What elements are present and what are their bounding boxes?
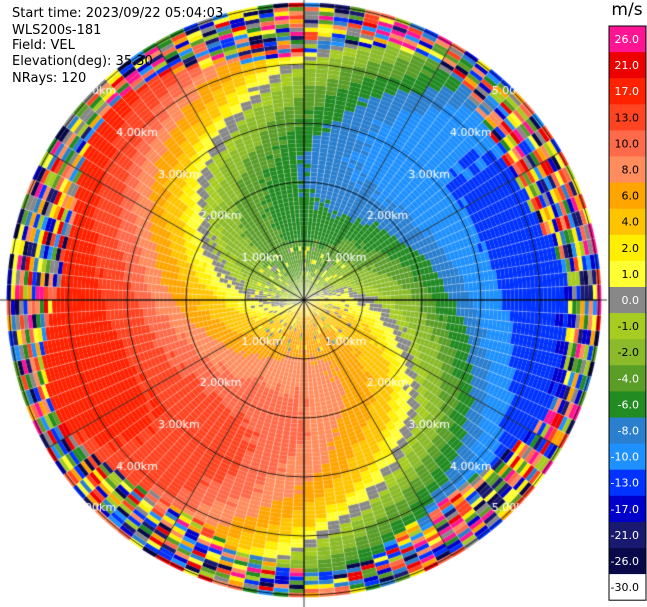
colorbar-tick-label: -6.0	[618, 398, 639, 411]
colorbar-tick-label: 26.0	[615, 33, 640, 46]
colorbar-tick-label: -10.0	[611, 451, 639, 464]
colorbar-tick-label: -4.0	[618, 372, 639, 385]
colorbar-swatch	[609, 234, 646, 262]
colorbar-swatch	[609, 574, 646, 601]
colorbar-tick-label: 21.0	[615, 59, 640, 72]
colorbar-tick-label: 17.0	[615, 85, 640, 98]
colorbar-tick-label: -1.0	[618, 320, 639, 333]
colorbar-tick-label: -21.0	[611, 529, 639, 542]
colorbar-swatch	[609, 52, 646, 79]
colorbar-border	[608, 25, 647, 601]
colorbar-unit: m/s	[611, 0, 643, 20]
field-label: Field: VEL	[12, 38, 75, 53]
colorbar-swatch	[609, 443, 646, 471]
colorbar-swatch	[609, 182, 646, 210]
instrument-label: WLS200s-181	[12, 23, 102, 38]
colorbar-tick-label: -2.0	[618, 346, 639, 359]
colorbar-swatch	[609, 391, 646, 418]
colorbar-tick-label: -30.0	[611, 581, 639, 594]
colorbar-tick-label: -26.0	[611, 555, 639, 568]
colorbar-tick-label: 1.0	[622, 268, 640, 281]
colorbar-tick-label: 4.0	[622, 216, 640, 229]
colorbar-tick-label: -13.0	[611, 477, 639, 490]
colorbar-swatch	[609, 365, 646, 392]
colorbar-swatch	[609, 521, 646, 549]
colorbar-tick-label: 10.0	[615, 137, 640, 150]
colorbar-swatch	[609, 156, 646, 184]
colorbar-tick-label: 6.0	[622, 190, 640, 203]
start-time-label: Start time: 2023/09/22 05:04:03	[12, 6, 224, 21]
colorbar-tick-label: 13.0	[615, 111, 640, 124]
colorbar-tick-label: 2.0	[622, 242, 640, 255]
elevation-label: Elevation(deg): 35.30	[12, 54, 153, 69]
colorbar-tick-label: 8.0	[622, 164, 640, 177]
colorbar-swatch	[609, 130, 646, 157]
nrays-label: NRays: 120	[12, 71, 87, 86]
colorbar-tick-label: -17.0	[611, 503, 639, 516]
colorbar-tick-label: -8.0	[618, 425, 639, 438]
colorbar-swatch	[609, 260, 646, 288]
colorbar-swatch	[609, 104, 646, 131]
colorbar-swatch	[609, 313, 646, 340]
colorbar-swatch	[609, 469, 646, 497]
colorbar-tick-label: 0.0	[622, 294, 640, 307]
colorbar-swatch	[609, 339, 646, 366]
colorbar-swatch	[609, 208, 646, 236]
colorbar-swatch	[609, 26, 646, 53]
colorbar-swatch	[609, 495, 646, 523]
colorbar-swatch	[609, 78, 646, 105]
colorbar-swatch	[609, 287, 646, 314]
colorbar-swatch	[609, 548, 646, 575]
colorbar-swatch	[609, 417, 646, 445]
